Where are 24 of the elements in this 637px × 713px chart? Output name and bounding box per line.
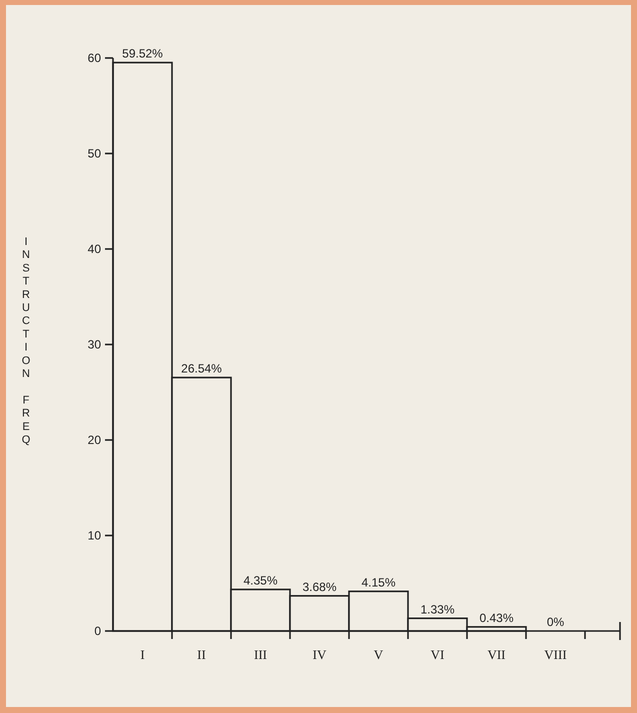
x-tick-label: VI [430, 647, 444, 662]
data-label: 0% [546, 615, 564, 629]
y-tick-label: 10 [88, 528, 102, 543]
data-label: 59.52% [122, 46, 164, 61]
x-tick-label: III [254, 647, 267, 662]
data-label: 1.33% [420, 602, 455, 616]
y-tick-label: 0 [94, 624, 102, 638]
x-tick-label: VII [487, 647, 506, 662]
data-label: 4.15% [361, 575, 396, 590]
x-tick-label: II [197, 647, 206, 662]
y-tick-label: 20 [88, 433, 102, 448]
data-label: 4.35% [243, 573, 278, 588]
y-tick-label: 30 [88, 338, 102, 352]
data-label: 0.43% [479, 610, 514, 625]
y-tick-label: 40 [88, 242, 102, 256]
x-tick-label: IV [312, 647, 327, 662]
x-tick-label: VIII [544, 647, 567, 662]
text: INSTRUCTION FREQ [22, 236, 30, 446]
data-label: 26.54% [181, 362, 222, 376]
x-tick-label: V [374, 647, 384, 662]
data-label: 3.68% [302, 580, 337, 594]
y-tick-label: 50 [88, 146, 102, 161]
x-tick-label: I [140, 647, 145, 662]
y-tick-label: 60 [88, 51, 102, 66]
